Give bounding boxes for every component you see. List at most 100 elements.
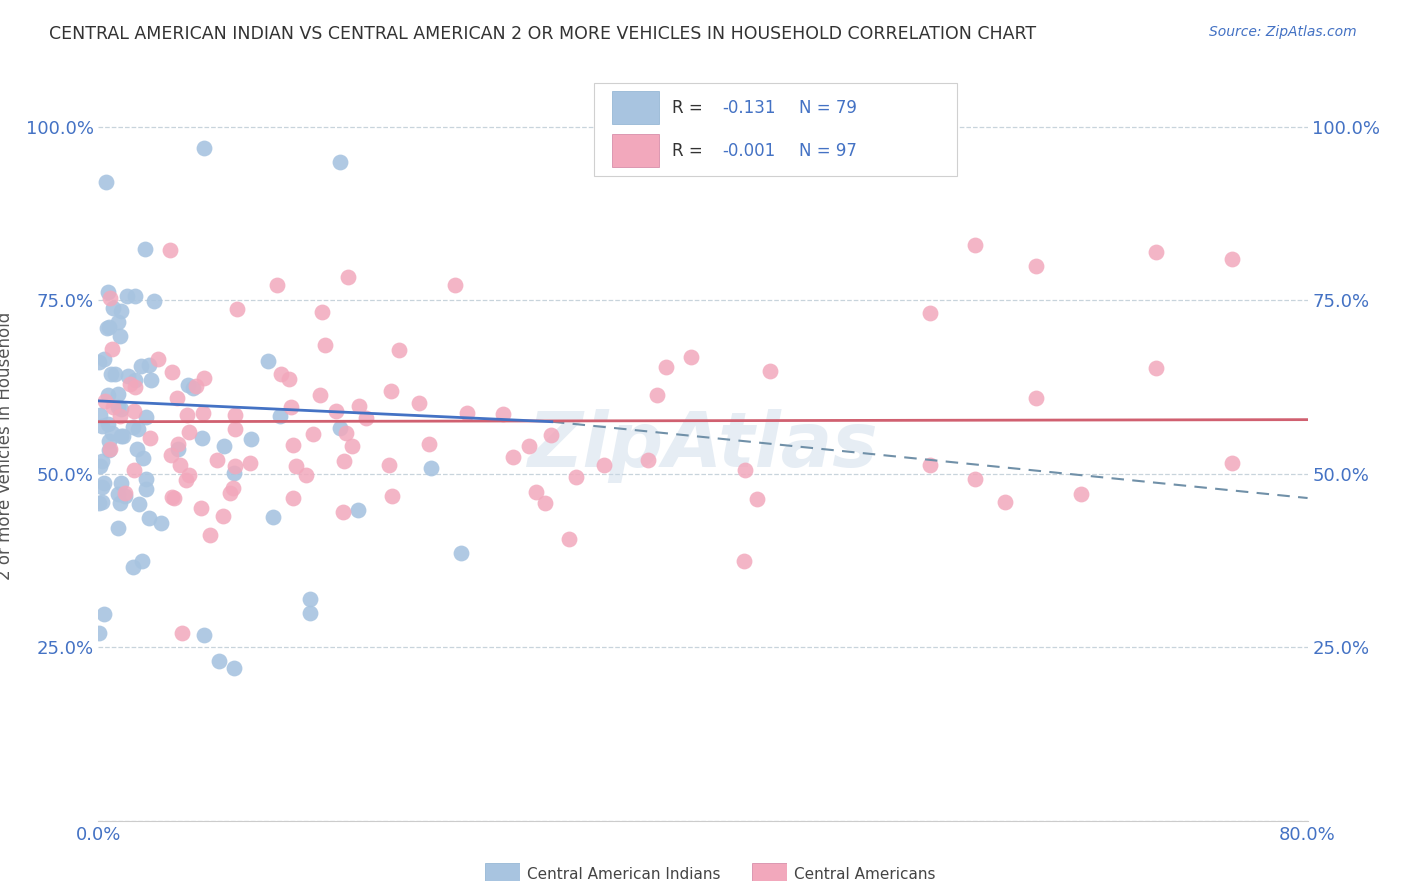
Point bbox=[679, 350, 702, 364]
Point bbox=[176, 409, 198, 423]
Point bbox=[356, 411, 378, 425]
Text: R =: R = bbox=[672, 142, 707, 160]
Point bbox=[166, 391, 188, 405]
Point bbox=[108, 409, 131, 423]
Point bbox=[219, 486, 242, 500]
Point bbox=[108, 329, 131, 343]
Point bbox=[222, 466, 245, 480]
Point bbox=[994, 495, 1017, 509]
Point bbox=[124, 463, 146, 477]
Y-axis label: 2 or more Vehicles in Household: 2 or more Vehicles in Household bbox=[0, 312, 14, 580]
Point bbox=[101, 426, 124, 441]
Point bbox=[115, 289, 138, 303]
Point bbox=[193, 407, 215, 421]
Point bbox=[110, 402, 132, 417]
Point bbox=[135, 472, 157, 486]
Point bbox=[90, 418, 112, 433]
Point bbox=[269, 409, 291, 423]
Point bbox=[492, 408, 515, 422]
Point bbox=[380, 384, 402, 399]
Point bbox=[94, 394, 117, 409]
Point bbox=[540, 427, 562, 442]
Point bbox=[283, 438, 305, 452]
Point bbox=[262, 510, 284, 524]
Point bbox=[162, 490, 184, 504]
Point bbox=[159, 243, 181, 257]
Point bbox=[111, 429, 134, 443]
Point bbox=[655, 360, 678, 375]
Point bbox=[222, 481, 245, 495]
Point bbox=[733, 554, 755, 568]
Point bbox=[444, 277, 467, 292]
Point bbox=[120, 376, 142, 391]
Point bbox=[193, 141, 215, 155]
Point bbox=[110, 496, 132, 510]
Point bbox=[200, 528, 222, 542]
Point bbox=[124, 373, 146, 387]
Point bbox=[329, 421, 352, 435]
Point bbox=[104, 367, 127, 381]
Point bbox=[565, 470, 588, 484]
Point bbox=[167, 442, 190, 456]
Point bbox=[93, 607, 115, 622]
Point bbox=[124, 379, 146, 393]
Point bbox=[114, 486, 136, 500]
Point bbox=[734, 463, 756, 477]
Point bbox=[745, 492, 768, 507]
Point bbox=[1024, 259, 1046, 273]
Point bbox=[146, 351, 169, 366]
Point bbox=[1024, 392, 1046, 406]
Point bbox=[169, 458, 191, 472]
Point bbox=[336, 270, 359, 285]
Point bbox=[557, 533, 579, 547]
Text: N = 79: N = 79 bbox=[799, 99, 856, 117]
Point bbox=[224, 661, 246, 675]
Text: ZipAtlas: ZipAtlas bbox=[527, 409, 879, 483]
Point bbox=[107, 315, 129, 329]
Point bbox=[97, 319, 120, 334]
Point bbox=[87, 495, 110, 509]
Point bbox=[299, 591, 322, 606]
Point bbox=[186, 379, 208, 393]
Point bbox=[333, 454, 356, 468]
Point bbox=[121, 560, 143, 574]
Text: Central Americans: Central Americans bbox=[794, 867, 936, 881]
Text: -0.131: -0.131 bbox=[723, 99, 776, 117]
Point bbox=[89, 408, 111, 422]
Point bbox=[450, 546, 472, 560]
Point bbox=[420, 460, 443, 475]
Point bbox=[101, 301, 124, 316]
Point bbox=[381, 489, 404, 503]
Point bbox=[240, 432, 263, 446]
Point bbox=[127, 422, 149, 436]
Point bbox=[142, 294, 165, 309]
Point bbox=[87, 354, 110, 368]
Point bbox=[205, 452, 228, 467]
FancyBboxPatch shape bbox=[595, 83, 957, 177]
Point bbox=[224, 459, 246, 474]
Point bbox=[224, 409, 246, 423]
Point bbox=[329, 154, 352, 169]
Text: CENTRAL AMERICAN INDIAN VS CENTRAL AMERICAN 2 OR MORE VEHICLES IN HOUSEHOLD CORR: CENTRAL AMERICAN INDIAN VS CENTRAL AMERI… bbox=[49, 25, 1036, 43]
Text: Central American Indians: Central American Indians bbox=[527, 867, 721, 881]
Point bbox=[138, 358, 160, 372]
Point bbox=[309, 387, 332, 401]
Point bbox=[91, 453, 114, 467]
Point bbox=[107, 387, 129, 401]
Point bbox=[139, 373, 162, 387]
Point bbox=[129, 359, 152, 373]
Point bbox=[101, 400, 124, 414]
Point bbox=[93, 352, 115, 367]
Point bbox=[98, 291, 121, 305]
Point bbox=[138, 511, 160, 525]
Point bbox=[114, 489, 136, 503]
Point bbox=[266, 278, 288, 293]
Point bbox=[1144, 244, 1167, 259]
Point bbox=[93, 476, 115, 491]
Point bbox=[131, 554, 153, 568]
Point bbox=[517, 439, 540, 453]
Point bbox=[98, 442, 121, 456]
Text: -0.001: -0.001 bbox=[723, 142, 776, 160]
Point bbox=[284, 458, 307, 473]
Point bbox=[534, 496, 557, 510]
